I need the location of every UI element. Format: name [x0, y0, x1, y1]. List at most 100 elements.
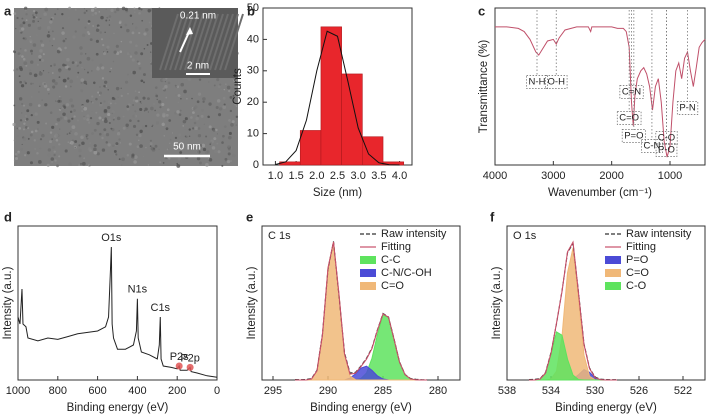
- x-tick-label: 200: [168, 385, 186, 397]
- texture-dot: [94, 6, 97, 10]
- texture-dot: [56, 164, 59, 168]
- texture-dot: [225, 83, 227, 86]
- y-tick-label: 40: [247, 33, 259, 45]
- texture-dot: [109, 70, 111, 73]
- texture-dot: [91, 110, 94, 113]
- texture-dot: [197, 134, 202, 138]
- plot-frame: [17, 225, 218, 381]
- texture-dot: [101, 118, 104, 121]
- texture-dot: [174, 84, 176, 86]
- texture-dot: [118, 158, 121, 161]
- texture-dot: [140, 79, 144, 83]
- texture-dot: [159, 161, 162, 164]
- texture-dot: [126, 126, 129, 129]
- texture-dot: [83, 8, 86, 10]
- annotation-label: P-O: [658, 145, 675, 156]
- texture-dot: [81, 54, 84, 57]
- y-tick-label: 20: [247, 96, 259, 108]
- texture-dot: [222, 134, 225, 138]
- texture-dot: [213, 84, 216, 87]
- texture-dot: [39, 39, 43, 43]
- x-tick-label: 4000: [483, 170, 507, 182]
- texture-dot: [19, 119, 23, 122]
- texture-dot: [105, 19, 108, 22]
- texture-dot: [46, 88, 50, 91]
- texture-dot: [36, 120, 40, 124]
- texture-dot: [103, 85, 106, 88]
- legend-swatch: [360, 256, 376, 264]
- texture-dot: [45, 122, 48, 125]
- x-tick-label: 530: [586, 385, 604, 397]
- texture-dot: [39, 82, 43, 86]
- texture-dot: [37, 160, 42, 164]
- texture-dot: [20, 102, 24, 106]
- texture-dot: [69, 110, 73, 114]
- texture-dot: [19, 29, 22, 33]
- texture-dot: [126, 52, 130, 56]
- texture-dot: [67, 119, 71, 123]
- texture-dot: [155, 121, 160, 125]
- texture-dot: [115, 153, 118, 156]
- texture-dot: [47, 71, 50, 74]
- texture-dot: [49, 20, 53, 24]
- texture-dot: [64, 64, 67, 67]
- texture-dot: [136, 60, 139, 63]
- texture-dot: [113, 50, 117, 54]
- texture-dot: [115, 7, 120, 12]
- texture-dot: [21, 55, 24, 58]
- texture-dot: [134, 96, 139, 100]
- lattice-fringe: [169, 13, 189, 71]
- texture-dot: [147, 111, 150, 113]
- texture-dot: [137, 62, 141, 65]
- texture-dot: [129, 55, 133, 58]
- lattice-fringe: [199, 13, 219, 71]
- legend-swatch: [605, 269, 621, 277]
- texture-dot: [136, 145, 140, 149]
- texture-dot: [176, 162, 179, 165]
- plot-frame: [506, 225, 706, 381]
- texture-dot: [140, 52, 144, 56]
- panel-letter: b: [247, 3, 255, 18]
- legend-label: C-N/C-OH: [381, 267, 432, 279]
- spectrum-line: [495, 26, 706, 158]
- x-tick-label: 800: [49, 385, 67, 397]
- texture-dot: [146, 33, 150, 37]
- component-area: [529, 247, 617, 381]
- texture-dot: [59, 96, 61, 98]
- texture-dot: [70, 104, 75, 108]
- texture-dot: [68, 132, 71, 135]
- legend-swatch: [360, 269, 376, 277]
- texture-dot: [110, 8, 114, 12]
- texture-dot: [90, 8, 95, 12]
- texture-dot: [29, 161, 33, 165]
- texture-dot: [100, 38, 104, 41]
- texture-dot: [124, 23, 128, 27]
- texture-dot: [149, 61, 152, 64]
- texture-dot: [16, 127, 19, 130]
- texture-dot: [73, 109, 76, 112]
- annotation-box: [621, 129, 646, 143]
- texture-dot: [25, 19, 28, 22]
- texture-dot: [85, 133, 89, 137]
- texture-dot: [151, 125, 153, 128]
- texture-dot: [89, 164, 91, 167]
- texture-dot: [116, 116, 121, 121]
- texture-dot: [128, 142, 132, 146]
- texture-dot: [184, 135, 187, 137]
- texture-dot: [108, 37, 111, 40]
- texture-dot: [109, 92, 112, 96]
- texture-dot: [29, 60, 34, 64]
- texture-dot: [143, 155, 145, 158]
- texture-dot: [233, 102, 237, 106]
- panel-letter: a: [4, 3, 12, 18]
- texture-dot: [83, 11, 87, 15]
- texture-dot: [29, 69, 32, 72]
- texture-dot: [80, 78, 85, 82]
- texture-dot: [32, 82, 34, 85]
- texture-dot: [39, 17, 41, 20]
- texture-dot: [182, 119, 187, 124]
- texture-dot: [223, 125, 227, 129]
- texture-dot: [30, 130, 34, 134]
- texture-dot: [99, 63, 103, 67]
- texture-dot: [129, 149, 132, 152]
